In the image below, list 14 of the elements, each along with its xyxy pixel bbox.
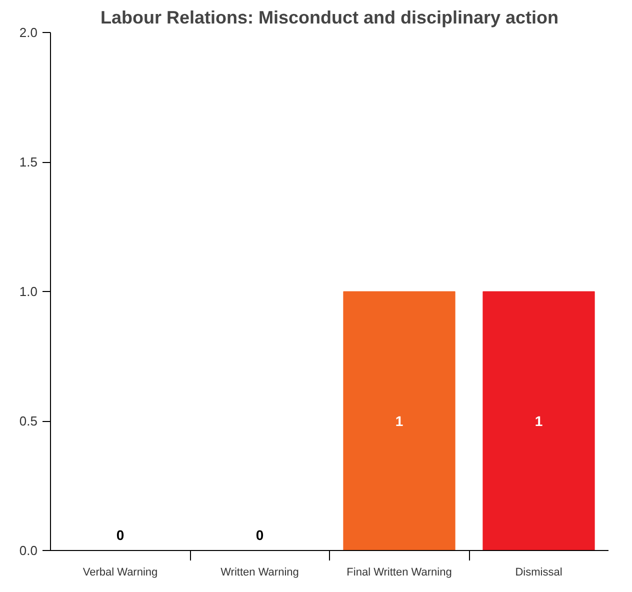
y-tick-label: 1.5 [19,154,38,170]
data-label: 0 [116,526,124,543]
data-label: 1 [534,413,543,429]
x-tick-label: Dismissal [515,566,562,578]
x-tick-label: Written Warning [220,566,299,578]
y-tick-label: 2.0 [19,25,38,40]
y-tick-label: 1.0 [19,284,38,299]
x-tick-label: Verbal Warning [82,566,158,578]
data-label: 0 [256,526,264,543]
y-tick-label: 0.0 [19,543,38,558]
data-label: 1 [395,413,404,429]
chart-title: Labour Relations: Misconduct and disciplinary action [100,8,559,28]
y-tick-label: 0.5 [19,414,38,428]
x-tick-label: Final Written Warning [346,566,452,578]
